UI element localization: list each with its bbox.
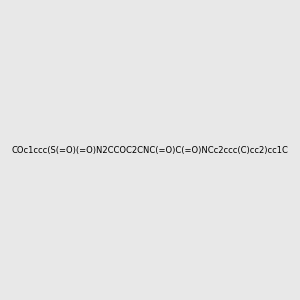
Text: COc1ccc(S(=O)(=O)N2CCOC2CNC(=O)C(=O)NCc2ccc(C)cc2)cc1C: COc1ccc(S(=O)(=O)N2CCOC2CNC(=O)C(=O)NCc2… bbox=[12, 146, 288, 154]
